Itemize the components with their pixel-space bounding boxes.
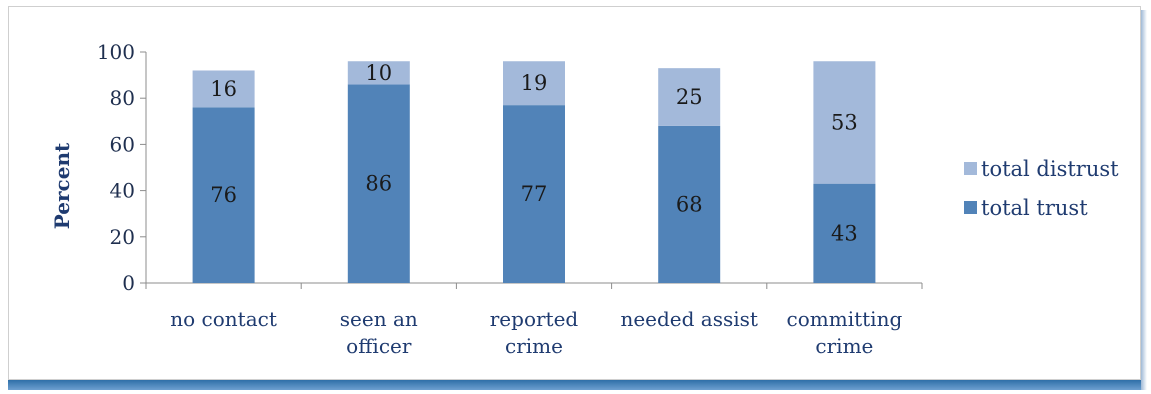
bars (192, 61, 876, 283)
category-labels: no contact seen an officer reported crime nee… (170, 307, 902, 358)
y-tick-label: 80 (110, 86, 135, 110)
frame-shadow-bottom (8, 380, 1141, 390)
x-category-label: no contact (170, 307, 277, 331)
legend-swatch-total-trust (964, 201, 977, 214)
bar-total-trust-3 (658, 125, 721, 283)
x-category-label: committing crime (787, 307, 903, 358)
x-category-label: needed assist (620, 307, 758, 331)
data-label-total-distrust-1: 10 (365, 61, 392, 85)
legend-swatch-total-distrust (964, 162, 977, 175)
data-label-total-trust-0: 76 (210, 183, 237, 207)
bar-total-trust-2 (503, 105, 565, 283)
bar-total-distrust-0 (192, 70, 255, 108)
data-labels: 76 16 86 10 77 19 68 25 43 53 (210, 61, 858, 246)
data-label-total-distrust-3: 25 (676, 85, 703, 109)
y-axis-label: Percent (50, 142, 74, 229)
data-label-total-trust-2: 77 (521, 182, 548, 206)
x-category-label: seen an officer (340, 307, 418, 358)
bar-total-distrust-2 (503, 61, 565, 106)
bar-total-trust-4 (813, 183, 876, 283)
y-tick-label: 20 (110, 225, 135, 249)
y-tick-label: 100 (97, 40, 135, 64)
frame-shadow-right (1141, 10, 1147, 390)
legend: total distrust total trust (964, 157, 1119, 220)
data-label-total-trust-3: 68 (676, 192, 703, 216)
bar-total-trust-1 (347, 84, 410, 283)
bar-total-distrust-1 (347, 61, 410, 85)
data-label-total-distrust-2: 19 (521, 71, 548, 95)
legend-label-total-trust: total trust (981, 196, 1088, 220)
data-label-total-trust-4: 43 (831, 221, 858, 245)
data-label-total-distrust-0: 16 (210, 77, 237, 101)
bar-total-distrust-3 (658, 68, 721, 126)
bar-total-distrust-4 (813, 61, 876, 184)
data-label-total-trust-1: 86 (365, 172, 392, 196)
y-tick-label: 60 (110, 132, 135, 156)
x-category-label: reported crime (490, 307, 579, 358)
axes: 0 20 40 60 80 100 (97, 40, 923, 295)
legend-label-total-distrust: total distrust (981, 157, 1119, 181)
data-label-total-distrust-4: 53 (831, 110, 858, 134)
y-tick-label: 0 (122, 271, 135, 295)
y-tick-label: 40 (110, 179, 135, 203)
bar-total-trust-0 (192, 107, 255, 283)
